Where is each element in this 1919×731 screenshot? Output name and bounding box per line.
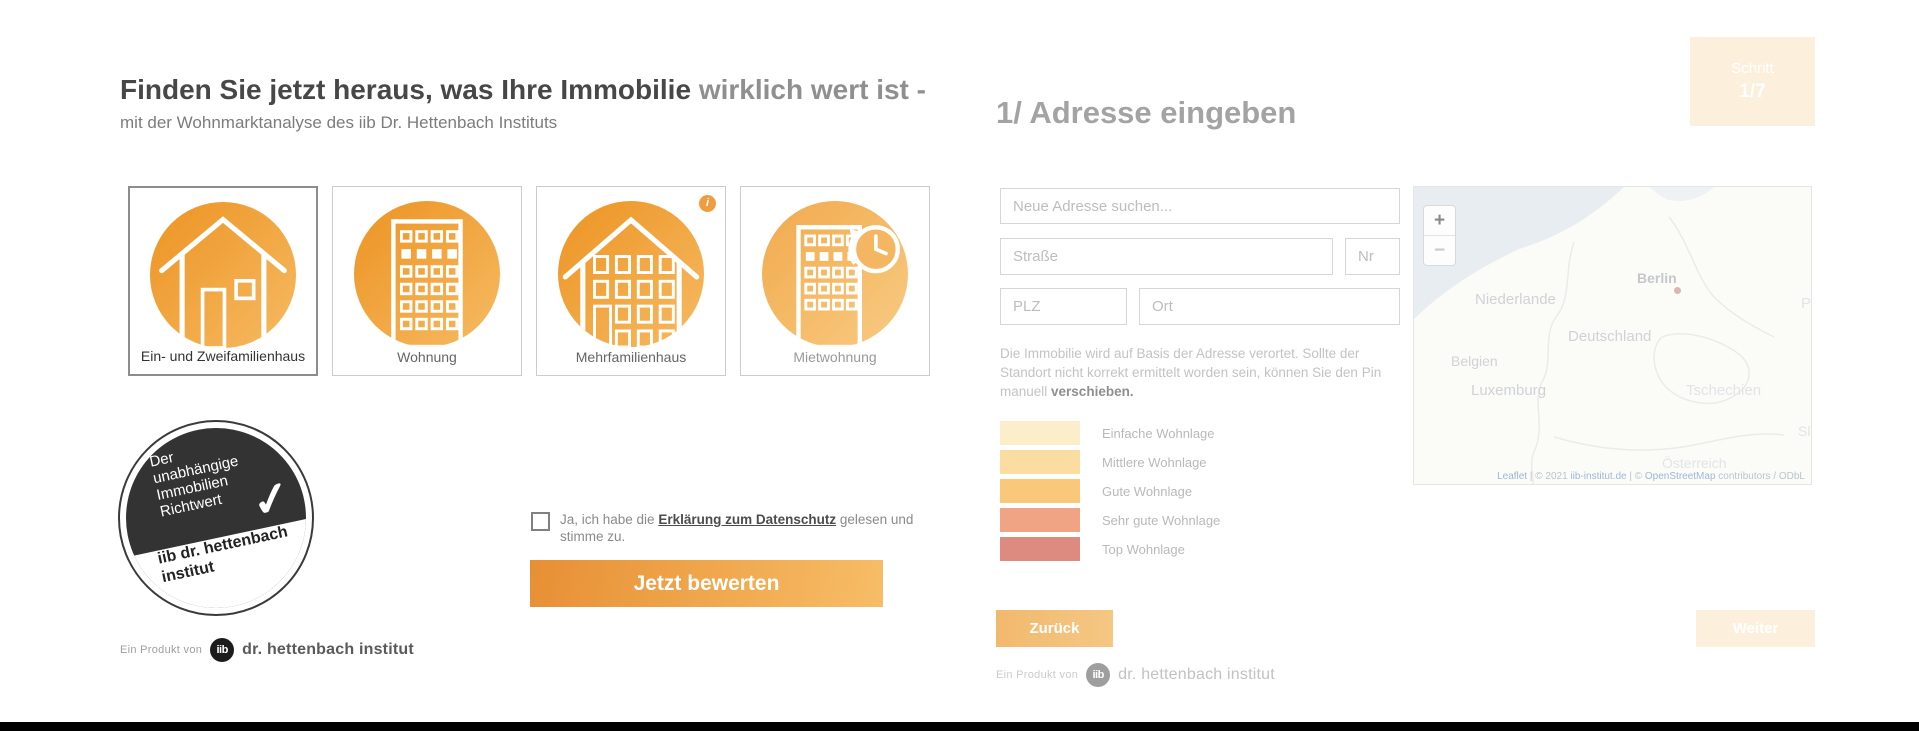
map-label-tschechien: Tschechien [1686,382,1762,399]
street-input[interactable] [1000,238,1333,275]
map-label-slowakei-partial: Slo [1798,423,1811,439]
product-prefix: Ein Produkt von [996,669,1079,681]
card-label: Wohnung [397,349,457,365]
info-icon[interactable]: i [699,195,716,212]
map-label-polen-partial: Po [1801,295,1812,312]
richtwert-stamp-badge: Der unabhängige Immobilien Richtwert ✓ i… [118,420,314,616]
multifamily-house-icon [558,201,704,347]
hint-bold: verschieben. [1051,384,1134,399]
map-label-deutschland: Deutschland [1568,328,1652,345]
location-map[interactable]: + − Berlin Niederlande Deutschland Belgi… [1413,186,1812,485]
back-button[interactable]: Zurück [996,610,1113,647]
map-basemap [1414,187,1811,484]
city-input[interactable] [1139,288,1400,325]
map-label-berlin: Berlin [1637,270,1677,286]
next-button[interactable]: Weiter [1696,610,1815,647]
legend-swatch-mittlere [1000,450,1080,474]
stamp-core: Der unabhängige Immobilien Richtwert ✓ i… [126,428,306,608]
zoom-in-button[interactable]: + [1433,210,1446,231]
legend-row: Mittlere Wohnlage [1000,450,1220,474]
card-mehrfamilienhaus[interactable]: i Mehrfamilienhaus [536,186,726,376]
card-label: Mehrfamilienhaus [575,349,687,365]
legend-swatch-gute [1000,479,1080,503]
card-label: Ein- und Zweifamilienhaus [140,348,306,364]
card-wohnung[interactable]: Wohnung [332,186,522,376]
product-brand: dr. hettenbach institut [242,641,414,658]
product-prefix: Ein Produkt von [120,644,203,656]
legend-label: Einfache Wohnlage [1102,425,1215,441]
map-attribution: Leaflet | © 2021 iib-institut.de | © Ope… [1497,471,1805,482]
card-ein-und-zweifamilienhaus[interactable]: Ein- und Zweifamilienhaus [128,186,318,376]
zip-input[interactable] [1000,288,1127,325]
privacy-consent: Ja, ich habe die Erklärung zum Datenschu… [531,511,931,545]
house-icon [150,202,296,348]
card-label: Mietwohnung [793,349,877,365]
legend-label: Mittlere Wohnlage [1102,454,1207,470]
legend-swatch-sehr-gute [1000,508,1080,532]
evaluate-now-button[interactable]: Jetzt bewerten [530,560,883,607]
attribution-sep: | © 2021 [1527,471,1571,482]
zoom-out-button[interactable]: − [1424,235,1455,265]
iib-link[interactable]: iib-institut.de [1570,471,1627,482]
map-label-luxemburg: Luxemburg [1471,382,1547,399]
property-type-selector: Ein- und Zweifamilienhaus [128,186,930,376]
house-number-input[interactable] [1345,238,1400,275]
osm-link[interactable]: OpenStreetMap [1644,471,1716,482]
map-label-oesterreich: Österreich [1662,455,1727,471]
map-label-belgien: Belgien [1451,353,1498,369]
privacy-policy-link[interactable]: Erklärung zum Datenschutz [658,512,837,527]
wohnlage-legend: Einfache Wohnlage Mittlere Wohnlage Gute… [1000,421,1220,566]
consent-after: gelesen und stimme zu. [560,512,914,544]
step-value: 1/7 [1739,81,1766,102]
rental-clock-icon [762,201,908,347]
legend-label: Top Wohnlage [1102,541,1185,557]
consent-before: Ja, ich habe die [560,512,659,527]
privacy-consent-text: Ja, ich habe die Erklärung zum Datenschu… [560,511,931,545]
iib-logo-icon: iib [1086,663,1111,687]
legend-label: Sehr gute Wohnlage [1102,512,1221,528]
legend-label: Gute Wohnlage [1102,483,1193,499]
step-word: Schritt [1731,60,1774,77]
map-zoom-control: + − [1423,205,1456,266]
address-search-input[interactable] [1000,188,1400,224]
berlin-dot [1674,287,1681,294]
geocoding-hint: Die Immobilie wird auf Basis der Adresse… [1000,344,1402,401]
hint-text: Die Immobilie wird auf Basis der Adresse… [1000,346,1382,399]
bottom-black-bar [0,722,1919,731]
legend-row: Sehr gute Wohnlage [1000,508,1220,532]
privacy-checkbox[interactable] [531,512,550,531]
legend-swatch-einfache [1000,421,1080,445]
product-brand: dr. hettenbach institut [1118,666,1275,683]
address-step-title: 1/ Adresse eingeben [996,95,1297,130]
legend-row: Gute Wohnlage [1000,479,1220,503]
step-indicator: Schritt 1/7 [1690,37,1815,126]
page-title-main: Finden Sie jetzt heraus, was Ihre Immobi… [120,74,699,105]
page-title: Finden Sie jetzt heraus, was Ihre Immobi… [120,74,926,106]
map-label-niederlande: Niederlande [1475,291,1556,308]
card-mietwohnung[interactable]: Mietwohnung [740,186,930,376]
legend-row: Einfache Wohnlage [1000,421,1220,445]
page-subtitle: mit der Wohnmarktanalyse des iib Dr. Het… [120,113,558,132]
product-footer-left: Ein Produkt von iib dr. hettenbach insti… [120,638,414,662]
product-footer-right: Ein Produkt von iib dr. hettenbach insti… [996,663,1275,687]
iib-logo-icon: iib [210,638,235,662]
apartment-icon [354,201,500,347]
page-title-light: wirklich wert ist - [698,74,926,105]
attribution-sep: | © [1626,471,1645,482]
legend-row: Top Wohnlage [1000,537,1220,561]
attribution-tail: contributors / ODbL [1715,471,1805,482]
legend-swatch-top [1000,537,1080,561]
leaflet-link[interactable]: Leaflet [1497,471,1528,482]
